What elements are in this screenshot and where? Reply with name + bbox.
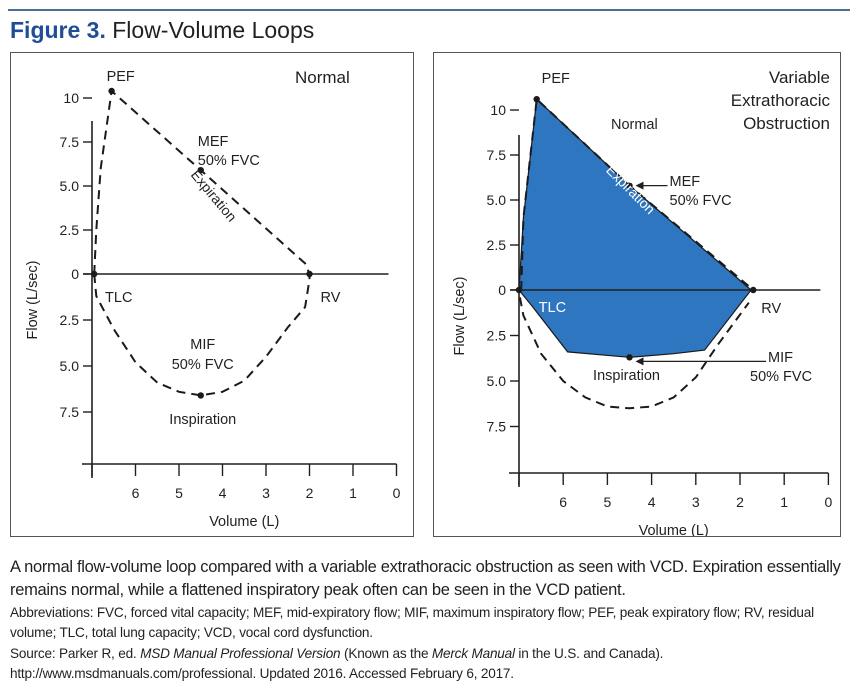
x-tick-label: 6 bbox=[132, 485, 140, 501]
label-expiration: Expiration bbox=[188, 167, 240, 225]
label-mif-fvc: 50% FVC bbox=[172, 357, 234, 373]
label-rv: RV bbox=[321, 290, 341, 306]
y-tick-label: 10 bbox=[63, 90, 79, 106]
x-tick-label: 2 bbox=[306, 485, 314, 501]
source-suffix: in the U.S. and Canada). bbox=[514, 646, 664, 661]
y-tick-label: 7.5 bbox=[60, 404, 80, 420]
point-mif bbox=[197, 392, 204, 399]
panel-title: Normal bbox=[295, 68, 350, 87]
point-tlc bbox=[90, 270, 98, 278]
point-mif bbox=[626, 354, 633, 361]
x-tick-label: 3 bbox=[692, 494, 700, 510]
point-pef bbox=[533, 96, 540, 103]
point-pef bbox=[108, 87, 115, 95]
series-fill-area bbox=[518, 97, 752, 358]
source-prefix: Source: Parker R, ed. bbox=[10, 646, 141, 661]
x-tick-label: 6 bbox=[559, 494, 567, 510]
x-tick-label: 0 bbox=[393, 485, 401, 501]
x-tick-label: 2 bbox=[736, 494, 744, 510]
x-axis-label: Volume (L) bbox=[639, 523, 709, 536]
label-rv: RV bbox=[761, 301, 781, 317]
series-line-inspiration bbox=[93, 273, 311, 397]
y-tick-label: 5.0 bbox=[487, 373, 507, 389]
source-mid: (Known as the bbox=[340, 646, 432, 661]
x-tick-label: 1 bbox=[349, 485, 357, 501]
obstruction-loop-panel: 10 7.5 5.0 2.5 0 2.5 5.0 7.5 6 5 4 3 2 1 0 Volume (L) Fl… bbox=[433, 52, 841, 537]
label-mef: MEF bbox=[670, 174, 701, 190]
y-tick-label: 2.5 bbox=[487, 328, 507, 344]
y-axis-label: Flow (L/sec) bbox=[25, 261, 41, 340]
y-tick-label: 7.5 bbox=[60, 134, 80, 150]
label-normal: Normal bbox=[611, 117, 658, 133]
source-note: Source: Parker R, ed. MSD Manual Profess… bbox=[10, 644, 850, 684]
label-pef: PEF bbox=[542, 71, 570, 87]
source-title: MSD Manual Professional Version bbox=[140, 646, 341, 661]
source-alt-title: Merck Manual bbox=[431, 646, 515, 661]
point-rv bbox=[750, 286, 757, 294]
point-mef bbox=[197, 166, 204, 174]
figure-title: Figure 3. Flow-Volume Loops bbox=[10, 16, 314, 44]
y-tick-label: 0 bbox=[71, 266, 79, 282]
x-axis-label: Volume (L) bbox=[209, 514, 279, 530]
y-axis-label: Flow (L/sec) bbox=[452, 277, 468, 356]
y-tick-label: 2.5 bbox=[487, 237, 507, 253]
label-tlc: TLC bbox=[105, 290, 132, 306]
mif-arrow-head bbox=[635, 357, 644, 366]
panel-title-line: Variable bbox=[769, 68, 830, 87]
y-tick-label: 5.0 bbox=[487, 192, 507, 208]
abbreviations-note: Abbreviations: FVC, forced vital capacit… bbox=[10, 605, 814, 640]
label-pef: PEF bbox=[107, 69, 135, 85]
normal-loop-panel: 10 7.5 5.0 2.5 0 2.5 5.0 7.5 6 5 4 3 2 1 0 Volume (L) Fl… bbox=[10, 52, 414, 537]
series-line-normal bbox=[520, 97, 754, 291]
y-tick-label: 10 bbox=[490, 102, 506, 118]
label-mif: MIF bbox=[190, 337, 215, 353]
label-mef: MEF bbox=[198, 134, 229, 150]
label-mef-fvc: 50% FVC bbox=[198, 153, 260, 169]
point-mef bbox=[626, 182, 633, 189]
label-inspiration: Inspiration bbox=[169, 412, 236, 428]
x-tick-label: 4 bbox=[648, 494, 656, 510]
figure-number: Figure 3. bbox=[10, 17, 106, 43]
label-mif: MIF bbox=[768, 350, 793, 366]
panel-title-line: Extrathoracic bbox=[731, 91, 831, 110]
panel-title-line: Obstruction bbox=[743, 114, 830, 133]
y-tick-label: 5.0 bbox=[60, 178, 80, 194]
x-tick-label: 0 bbox=[825, 494, 833, 510]
top-rule bbox=[8, 9, 850, 11]
y-tick-label: 2.5 bbox=[60, 312, 80, 328]
y-tick-label: 7.5 bbox=[487, 147, 507, 163]
x-tick-label: 4 bbox=[219, 485, 227, 501]
mef-arrow-head bbox=[635, 181, 644, 190]
label-tlc: TLC bbox=[539, 300, 566, 316]
y-tick-label: 2.5 bbox=[60, 222, 80, 238]
y-tick-label: 5.0 bbox=[60, 358, 80, 374]
point-tlc bbox=[515, 286, 523, 294]
label-mef-fvc: 50% FVC bbox=[670, 193, 732, 209]
label-mif-fvc: 50% FVC bbox=[750, 369, 812, 385]
x-tick-label: 5 bbox=[604, 494, 612, 510]
point-rv bbox=[306, 270, 313, 278]
x-tick-label: 1 bbox=[780, 494, 788, 510]
x-tick-label: 3 bbox=[262, 485, 270, 501]
figure-caption: A normal flow-volume loop compared with … bbox=[10, 558, 841, 599]
figure-title-text: Flow-Volume Loops bbox=[105, 17, 315, 43]
source-url-line: http://www.msdmanuals.com/professional. … bbox=[10, 666, 514, 681]
series-line-normal-inspiration bbox=[518, 297, 750, 410]
x-tick-label: 5 bbox=[175, 485, 183, 501]
y-tick-label: 0 bbox=[498, 282, 506, 298]
label-inspiration: Inspiration bbox=[593, 368, 660, 384]
y-tick-label: 7.5 bbox=[487, 419, 507, 435]
